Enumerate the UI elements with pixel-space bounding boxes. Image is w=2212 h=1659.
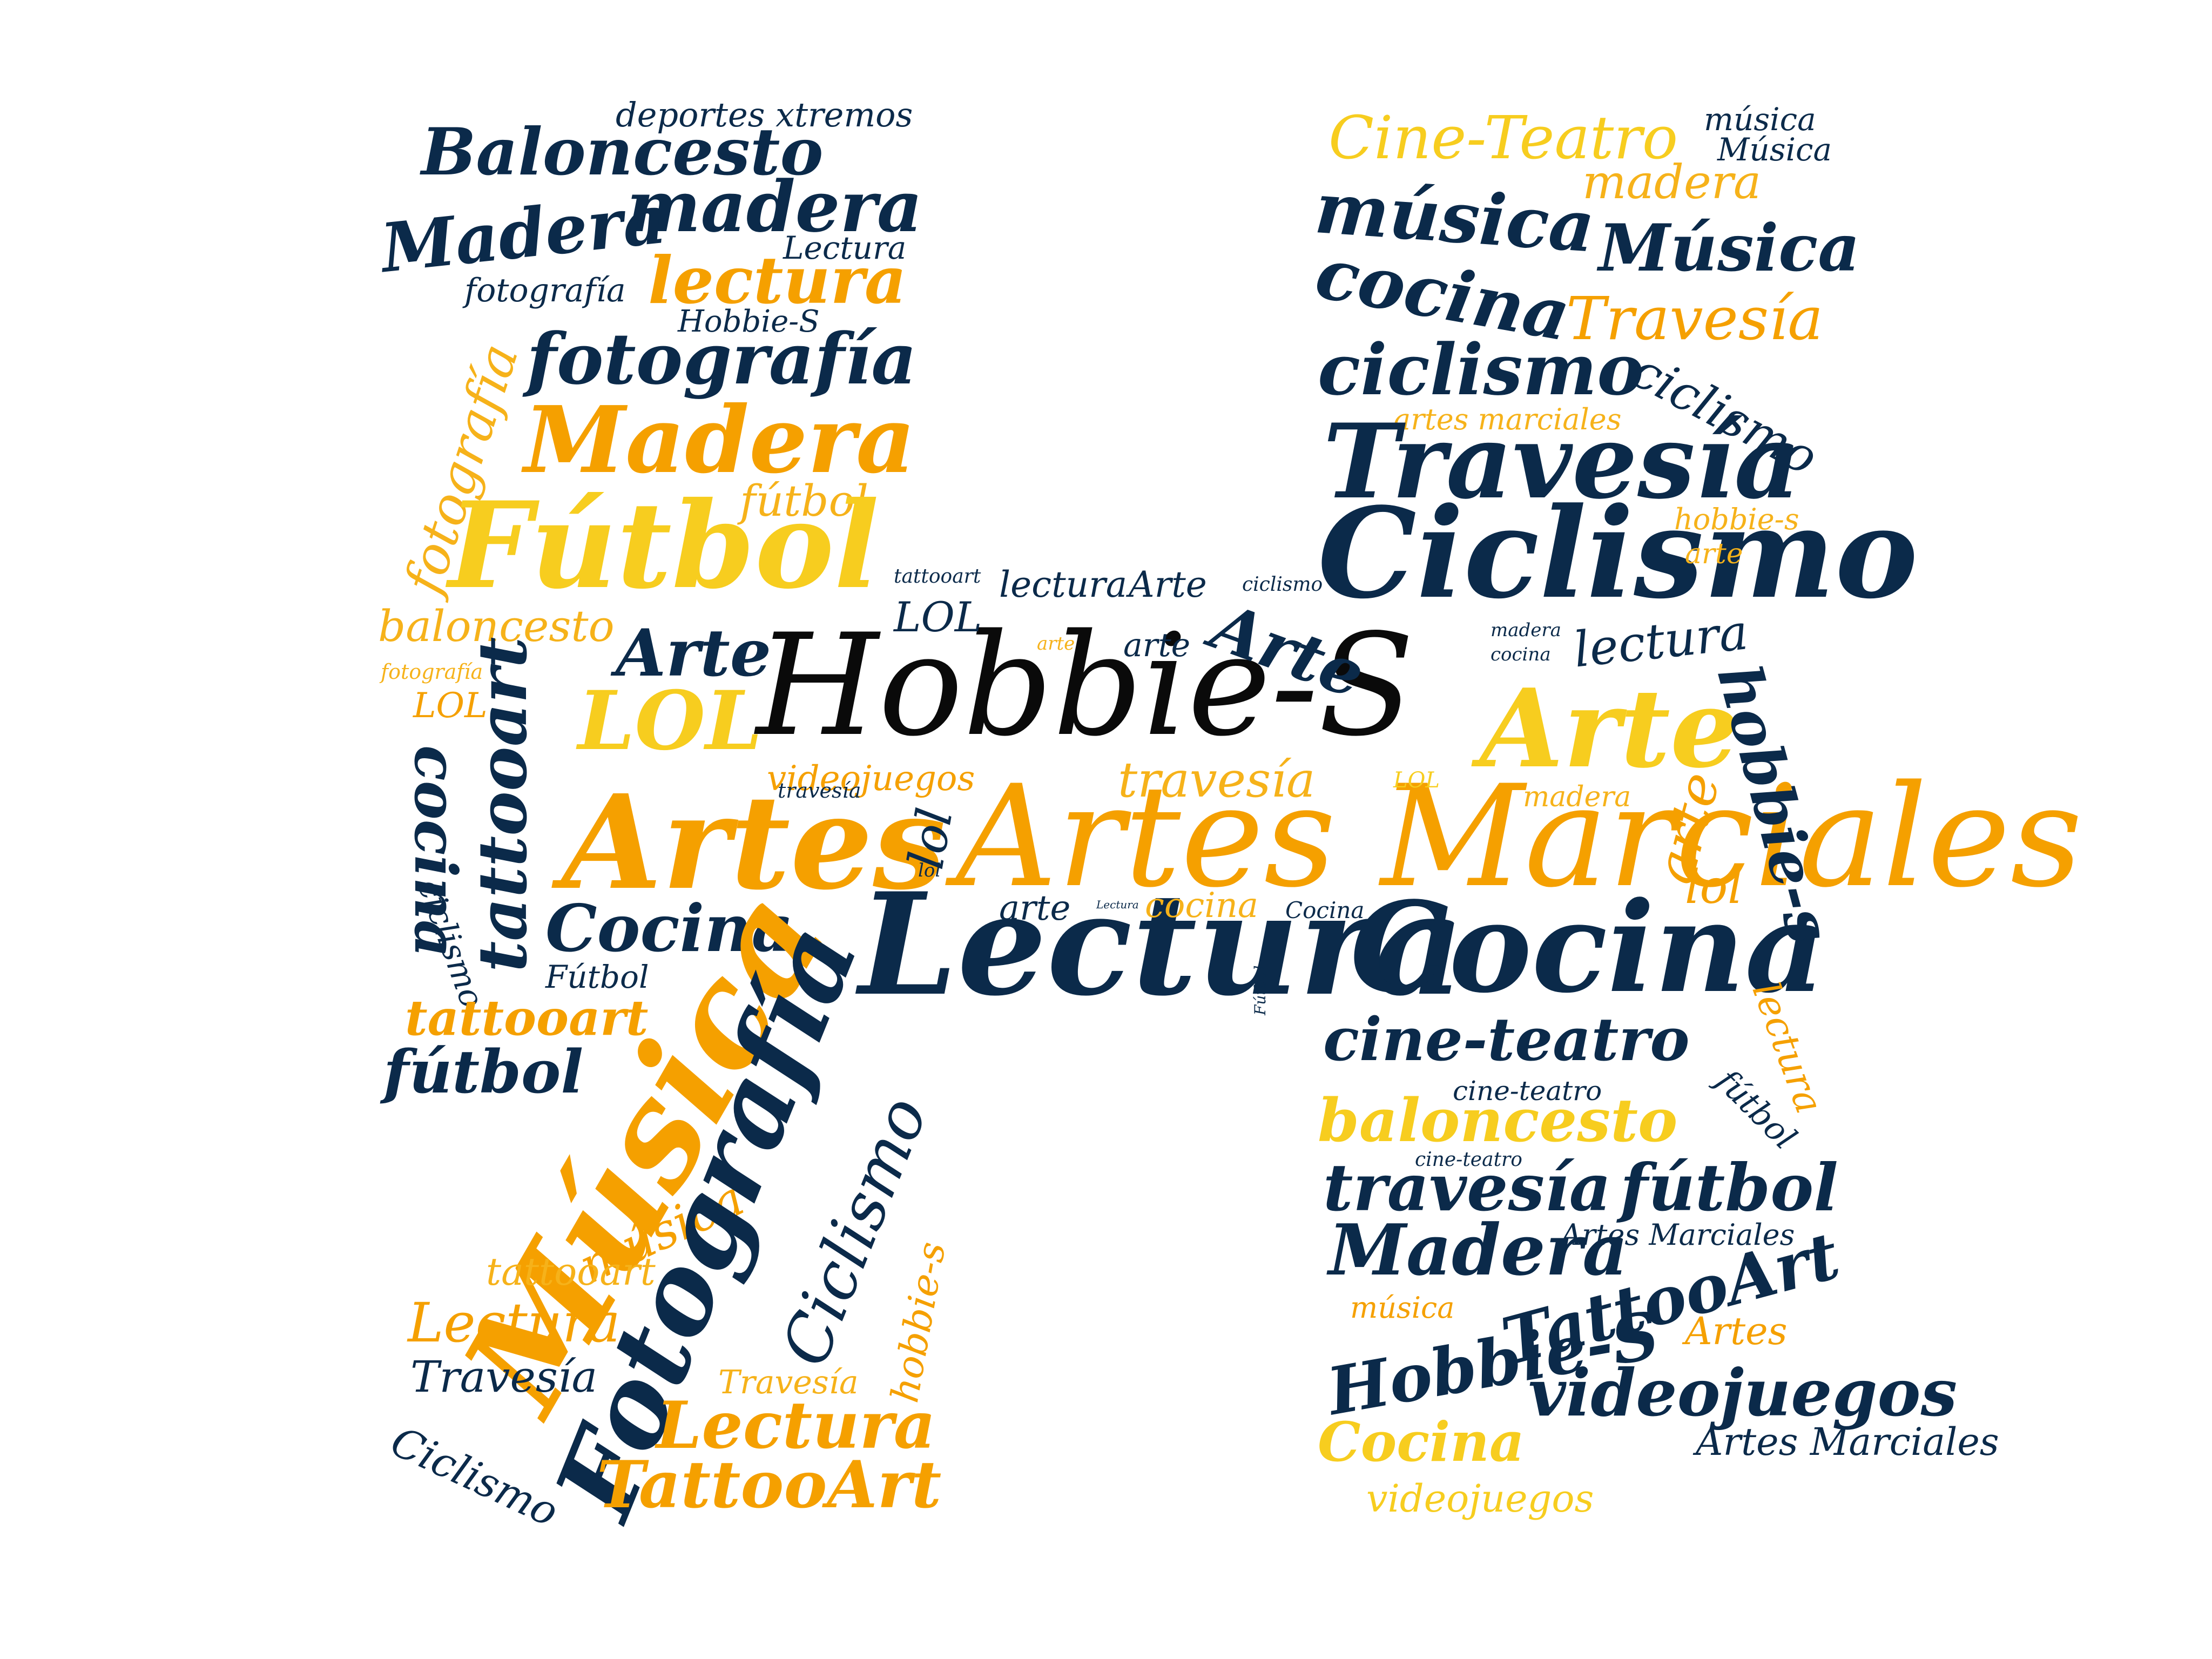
word: lol bbox=[918, 860, 941, 881]
word: Madera bbox=[524, 386, 916, 494]
word: artes marciales bbox=[1393, 402, 1622, 436]
word: arte bbox=[1037, 633, 1075, 655]
word: fotografía bbox=[527, 318, 917, 400]
word: Cocina bbox=[1285, 897, 1365, 923]
word: hobbie-s bbox=[882, 1238, 954, 1406]
word: madera bbox=[1582, 156, 1762, 210]
word: videojuegos bbox=[767, 759, 975, 799]
word: ciclismo bbox=[1242, 574, 1323, 596]
word: lectura bbox=[999, 564, 1128, 605]
word: cine-teatro bbox=[1323, 1004, 1690, 1074]
word: baloncesto bbox=[378, 601, 615, 651]
word: Artes Marciales bbox=[1696, 1420, 1999, 1464]
word: madera bbox=[1491, 619, 1561, 641]
word: Arte bbox=[1129, 564, 1207, 605]
word: fotografía bbox=[381, 660, 483, 684]
word: cine-teatro bbox=[1415, 1149, 1522, 1171]
word: música bbox=[1704, 101, 1816, 138]
word: Hobbie-S bbox=[678, 304, 820, 339]
word: madera bbox=[1523, 781, 1631, 813]
word: Madera bbox=[1328, 1209, 1628, 1291]
word: Lectura bbox=[859, 862, 1465, 1027]
word: LOL bbox=[1393, 768, 1440, 793]
word: fútbol bbox=[740, 476, 869, 526]
word: cocina bbox=[1491, 644, 1551, 665]
word: lectura bbox=[648, 242, 907, 319]
word: Ciclismo bbox=[1318, 481, 1918, 626]
word: fotografía bbox=[464, 272, 626, 309]
word: Lectura bbox=[783, 230, 907, 266]
word: música bbox=[1350, 1291, 1455, 1325]
word: Lectura bbox=[1096, 898, 1139, 911]
word: arte bbox=[1685, 538, 1743, 570]
word: baloncesto bbox=[1318, 1085, 1678, 1155]
word: travesía bbox=[1323, 1150, 1611, 1226]
word: Travesía bbox=[410, 1352, 598, 1402]
word: lol bbox=[1685, 860, 1743, 914]
word: Fútbol bbox=[545, 959, 649, 995]
word: Arte bbox=[1480, 665, 1739, 792]
word: arte bbox=[1123, 626, 1191, 664]
word: LOL bbox=[578, 673, 763, 768]
word: Artes Marciales bbox=[1561, 1218, 1795, 1252]
word: fútbol bbox=[1620, 1150, 1838, 1226]
word: travesía bbox=[778, 779, 861, 802]
word: videojuegos bbox=[1366, 1476, 1594, 1521]
word: LOL bbox=[894, 593, 982, 641]
word: tattooart bbox=[486, 1250, 656, 1294]
word: Fútbol bbox=[1251, 965, 1269, 1015]
word: tattooart bbox=[464, 637, 542, 972]
word: Música bbox=[1599, 210, 1860, 286]
word: LOL bbox=[413, 686, 488, 726]
word: tattooart bbox=[894, 565, 981, 588]
word: Travesía bbox=[718, 1364, 859, 1401]
word: Madera bbox=[377, 180, 670, 288]
word: Cocina bbox=[1350, 875, 1826, 1021]
word: madera bbox=[626, 165, 923, 248]
word: Artes bbox=[562, 766, 946, 919]
word: deportes xtremos bbox=[616, 95, 913, 134]
word: Cine-Teatro bbox=[1328, 103, 1678, 172]
word: fútbol bbox=[383, 1037, 584, 1107]
word: Hobbie-S bbox=[756, 604, 1415, 767]
word: Cocina bbox=[1318, 1410, 1525, 1474]
word: Lectura bbox=[408, 1291, 621, 1354]
word: ciclismo bbox=[1318, 328, 1644, 411]
word: Cocina bbox=[545, 891, 794, 967]
word: tattooart bbox=[405, 989, 649, 1047]
word: Travesía bbox=[1323, 401, 1801, 522]
word: TattooArt bbox=[597, 1447, 942, 1523]
word: Lectura bbox=[656, 1387, 936, 1464]
word: cocina bbox=[1145, 886, 1259, 926]
word: videojuegos bbox=[1528, 1355, 1958, 1431]
word: Baloncesto bbox=[421, 114, 824, 190]
word: cine-teatro bbox=[1453, 1075, 1602, 1107]
word: Artes bbox=[1685, 1309, 1788, 1353]
word: Travesía bbox=[1566, 284, 1823, 353]
word: Arte bbox=[616, 615, 772, 691]
word: Artes Marciales bbox=[956, 756, 2083, 919]
word: Fútbol bbox=[448, 475, 880, 615]
word: travesía bbox=[1118, 752, 1316, 808]
word: arte bbox=[999, 888, 1071, 928]
word: hobbie-s bbox=[1674, 502, 1799, 536]
word: Música bbox=[1717, 131, 1832, 168]
